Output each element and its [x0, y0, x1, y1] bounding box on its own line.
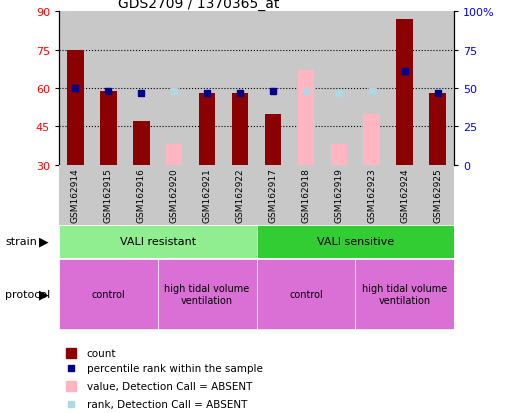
Bar — [289, 12, 322, 165]
Bar — [224, 165, 256, 225]
Bar — [322, 165, 355, 225]
Text: VALI resistant: VALI resistant — [120, 237, 196, 247]
Bar — [191, 12, 224, 165]
Bar — [92, 12, 125, 165]
Text: GSM162924: GSM162924 — [400, 168, 409, 223]
Text: GSM162914: GSM162914 — [71, 168, 80, 223]
Bar — [388, 165, 421, 225]
Text: control: control — [91, 289, 125, 299]
Text: control: control — [289, 289, 323, 299]
Bar — [59, 165, 92, 225]
Bar — [67, 51, 84, 165]
Bar — [355, 260, 454, 329]
Bar — [355, 165, 388, 225]
Text: GSM162915: GSM162915 — [104, 168, 113, 223]
Bar — [158, 165, 191, 225]
Text: strain: strain — [5, 237, 37, 247]
Bar — [355, 12, 388, 165]
Bar — [256, 12, 289, 165]
Bar — [100, 91, 116, 165]
Bar — [397, 20, 413, 165]
Bar — [133, 122, 149, 165]
Bar — [429, 94, 446, 165]
Text: ▶: ▶ — [38, 235, 48, 248]
Bar — [158, 260, 256, 329]
Bar — [125, 165, 158, 225]
Bar — [59, 12, 92, 165]
Bar — [289, 165, 322, 225]
Text: GSM162919: GSM162919 — [334, 168, 343, 223]
Bar — [421, 12, 454, 165]
Bar — [157, 12, 191, 165]
Text: GSM162925: GSM162925 — [433, 168, 442, 223]
Bar — [256, 225, 454, 258]
Bar — [298, 71, 314, 165]
Text: GSM162921: GSM162921 — [203, 168, 212, 223]
Text: GDS2709 / 1370365_at: GDS2709 / 1370365_at — [118, 0, 280, 12]
Text: value, Detection Call = ABSENT: value, Detection Call = ABSENT — [87, 381, 252, 391]
Text: percentile rank within the sample: percentile rank within the sample — [87, 363, 263, 373]
Bar — [191, 165, 224, 225]
Bar — [59, 260, 158, 329]
Bar — [256, 260, 355, 329]
Bar — [322, 12, 355, 165]
Text: GSM162923: GSM162923 — [367, 168, 376, 223]
Bar — [92, 165, 125, 225]
Text: count: count — [87, 348, 116, 358]
Text: GSM162917: GSM162917 — [268, 168, 278, 223]
Bar — [224, 12, 256, 165]
Bar — [388, 12, 421, 165]
Bar — [364, 114, 380, 165]
Text: protocol: protocol — [5, 289, 50, 299]
Text: ▶: ▶ — [38, 288, 48, 301]
Text: VALI sensitive: VALI sensitive — [317, 237, 394, 247]
Bar — [256, 165, 289, 225]
Bar — [421, 165, 454, 225]
Text: GSM162920: GSM162920 — [170, 168, 179, 223]
Text: high tidal volume
ventilation: high tidal volume ventilation — [165, 283, 250, 305]
Text: GSM162922: GSM162922 — [235, 168, 245, 223]
Bar — [59, 225, 256, 258]
Bar — [166, 145, 183, 165]
Bar — [232, 94, 248, 165]
Text: GSM162918: GSM162918 — [301, 168, 310, 223]
Bar — [125, 12, 157, 165]
Bar — [265, 114, 281, 165]
Bar — [199, 94, 215, 165]
Text: GSM162916: GSM162916 — [137, 168, 146, 223]
Bar — [330, 145, 347, 165]
Text: rank, Detection Call = ABSENT: rank, Detection Call = ABSENT — [87, 399, 247, 408]
Text: high tidal volume
ventilation: high tidal volume ventilation — [362, 283, 447, 305]
